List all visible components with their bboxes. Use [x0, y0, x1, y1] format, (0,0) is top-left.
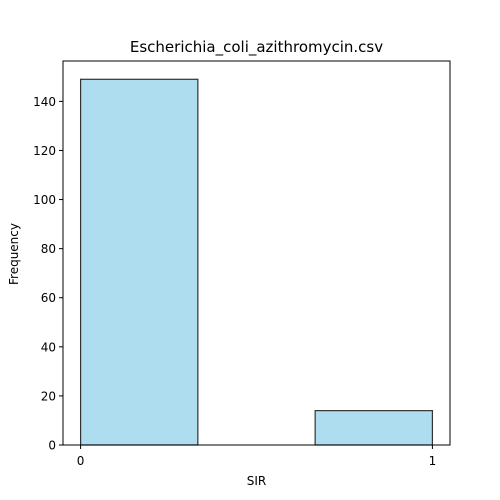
y-tick-label: 120: [33, 144, 56, 158]
x-tick-label: 0: [77, 454, 85, 468]
x-axis-label: SIR: [247, 474, 267, 488]
y-tick-label: 80: [41, 242, 56, 256]
chart-title: Escherichia_coli_azithromycin.csv: [130, 38, 383, 57]
plot-area: 0 20 40 60 80 100 120 140 0 1: [33, 60, 451, 468]
y-tick-label: 40: [41, 340, 56, 354]
x-tick-label: 1: [429, 454, 437, 468]
histogram-bar-0: [79, 78, 199, 446]
y-tick-label: 100: [33, 193, 56, 207]
y-tick-label: 60: [41, 291, 56, 305]
y-tick-label: 140: [33, 95, 56, 109]
axes-frame: [62, 60, 451, 446]
y-tick-label: 0: [48, 439, 56, 453]
histogram-bar-1: [314, 410, 434, 446]
y-axis-label: Frequency: [7, 223, 21, 285]
y-tick-label: 20: [41, 389, 56, 403]
